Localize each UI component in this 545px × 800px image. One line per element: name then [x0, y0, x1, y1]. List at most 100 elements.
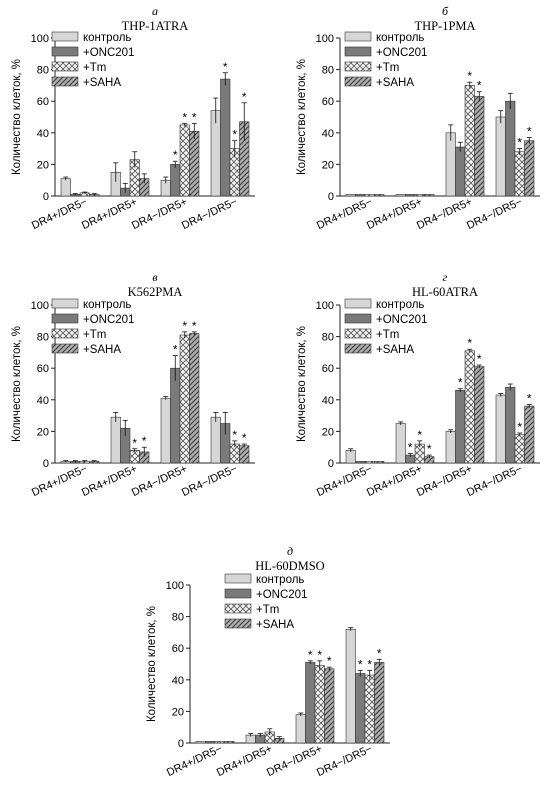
x-tick-label: DR4+/DR5− — [30, 463, 89, 499]
y-tick-label: 0 — [178, 738, 184, 750]
legend-swatch — [51, 313, 79, 324]
chart-panel-5: дHL-60DMSO 0 20 40 60 80 100 Количество клеток,… — [146, 544, 390, 779]
bar — [474, 366, 485, 464]
legend-label: +SAHA — [376, 77, 414, 89]
significance-mark: * — [377, 646, 382, 660]
bar — [395, 194, 406, 197]
bar — [305, 662, 316, 744]
bar — [374, 461, 385, 464]
bar — [210, 416, 221, 464]
significance-mark: * — [517, 420, 522, 434]
y-tick-label: 0 — [43, 458, 49, 470]
bar — [214, 741, 225, 744]
significance-mark: * — [142, 434, 147, 448]
y-tick-label: 100 — [316, 33, 334, 45]
bar — [364, 461, 375, 464]
significance-mark: * — [232, 428, 237, 442]
bar — [324, 668, 335, 744]
legend-swatch — [344, 313, 372, 324]
legend-label: +ONC201 — [376, 314, 427, 326]
bar — [129, 450, 140, 464]
panel-letter: д — [287, 544, 293, 558]
legend-swatch — [51, 31, 79, 42]
y-tick-label: 60 — [37, 363, 49, 375]
y-tick-label: 20 — [322, 426, 334, 438]
legend-label: +Tm — [83, 329, 106, 341]
y-tick-label: 40 — [37, 128, 49, 140]
significance-mark: * — [358, 657, 363, 671]
legend-swatch — [51, 298, 79, 309]
bar — [455, 390, 466, 464]
significance-mark: * — [182, 110, 187, 124]
legend-swatch — [51, 46, 79, 57]
significance-mark: * — [242, 431, 247, 445]
x-tick-label: DR4−/DR5+ — [415, 463, 474, 499]
legend-swatch — [344, 46, 372, 57]
bar — [445, 132, 456, 197]
y-tick-label: 20 — [37, 159, 49, 171]
bar — [345, 628, 356, 744]
chart-title: THP-1PMA — [414, 19, 475, 33]
legend-swatch — [224, 618, 252, 629]
legend-label: контроль — [83, 32, 131, 44]
bar — [364, 194, 375, 197]
y-axis-label: Количество клеток, % — [11, 59, 23, 175]
y-tick-label: 80 — [322, 332, 334, 344]
bar — [514, 434, 525, 464]
x-tick-label: DR4+/DR5− — [30, 196, 89, 232]
x-tick-label: DR4−/DR5+ — [130, 196, 189, 232]
bar — [464, 85, 475, 197]
significance-mark: * — [458, 376, 463, 390]
significance-mark: * — [327, 654, 332, 668]
legend-label: +SAHA — [83, 344, 121, 356]
panel-letter: а — [152, 4, 158, 18]
legend-swatch — [344, 76, 372, 87]
y-tick-label: 20 — [172, 706, 184, 718]
bar — [345, 194, 356, 197]
panel-letter: г — [443, 270, 448, 284]
significance-mark: * — [192, 319, 197, 333]
x-tick-label: DR4−/DR5+ — [130, 463, 189, 499]
bar — [424, 194, 435, 197]
chart-title: K562PMA — [128, 285, 183, 299]
legend-swatch — [51, 76, 79, 87]
bar — [60, 178, 71, 197]
y-tick-label: 100 — [31, 33, 49, 45]
y-tick-label: 80 — [322, 65, 334, 77]
panel-letter: б — [442, 4, 449, 18]
bar — [524, 405, 535, 464]
significance-mark: * — [367, 657, 372, 671]
significance-mark: * — [527, 125, 532, 139]
significance-mark: * — [517, 136, 522, 150]
bar — [170, 367, 181, 464]
legend-label: +Tm — [256, 604, 279, 616]
x-tick-label: DR4−/DR5− — [180, 463, 239, 499]
y-axis-label: Количество клеток, % — [296, 59, 308, 175]
y-tick-label: 100 — [166, 580, 184, 592]
y-tick-label: 0 — [43, 191, 49, 203]
x-tick-label: DR4+/DR5− — [315, 196, 374, 232]
y-tick-label: 60 — [37, 96, 49, 108]
legend-label: +SAHA — [83, 77, 121, 89]
bar — [210, 110, 221, 197]
legend-label: контроль — [256, 574, 304, 586]
significance-mark: * — [242, 90, 247, 104]
y-tick-label: 40 — [322, 128, 334, 140]
x-tick-label: DR4−/DR5− — [315, 743, 374, 779]
significance-mark: * — [317, 648, 322, 662]
bar — [205, 741, 216, 744]
legend-swatch — [344, 343, 372, 354]
legend-swatch — [344, 298, 372, 309]
x-tick-label: DR4−/DR5+ — [265, 743, 324, 779]
y-tick-label: 60 — [322, 96, 334, 108]
bar — [220, 78, 231, 197]
bar — [314, 665, 325, 744]
legend-swatch — [51, 61, 79, 72]
significance-mark: * — [232, 128, 237, 142]
significance-mark: * — [467, 69, 472, 83]
significance-mark: * — [527, 392, 532, 406]
legend-label: +Tm — [83, 62, 106, 74]
